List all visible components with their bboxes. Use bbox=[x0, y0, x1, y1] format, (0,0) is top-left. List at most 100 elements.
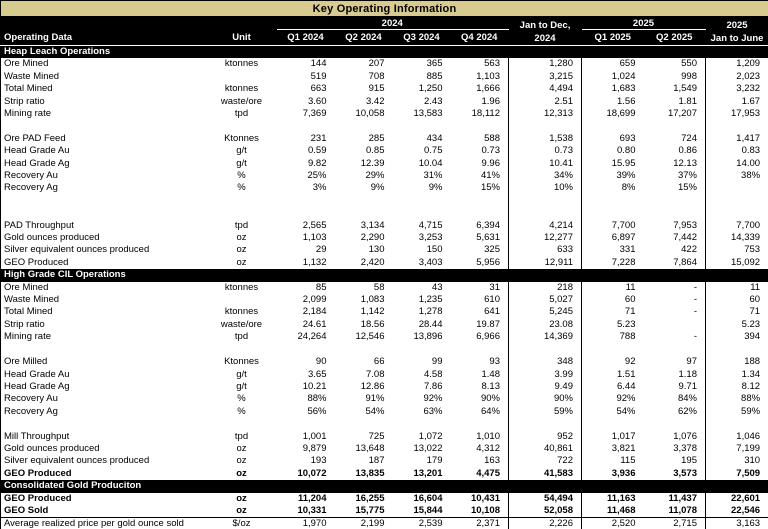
value-cell bbox=[643, 120, 706, 133]
value-cell: 12,911 bbox=[508, 256, 582, 270]
value-cell: 610 bbox=[450, 294, 509, 307]
value-cell: 13,896 bbox=[392, 331, 451, 344]
value-cell: 188 bbox=[704, 356, 768, 369]
value-cell: 2,371 bbox=[450, 517, 509, 529]
value-cell: 60 bbox=[581, 294, 644, 307]
value-cell: 16,255 bbox=[334, 492, 393, 505]
data-row: Recovery Au% 25% 29% 31% 41% 34% 39% 37% 38% bbox=[0, 170, 768, 183]
value-cell: 7,700 bbox=[704, 219, 768, 233]
data-row: Mining rate tpd 7,369 10,058 13,583 18,112 12,… bbox=[0, 108, 768, 121]
row-label: GEO Produced bbox=[0, 492, 207, 505]
value-cell: 1,046 bbox=[704, 430, 768, 443]
value-cell: 588 bbox=[450, 132, 509, 146]
value-cell: 92% bbox=[581, 393, 644, 406]
value-cell: 9.49 bbox=[508, 380, 582, 394]
data-row: Mill Throughput tpd 1,001 725 1,072 1,010 952 1… bbox=[0, 430, 768, 443]
value-cell: 92 bbox=[581, 356, 644, 369]
row-label: Strip ratio bbox=[0, 95, 207, 109]
value-cell bbox=[276, 418, 335, 431]
value-cell: 150 bbox=[392, 244, 451, 257]
value-cell: 187 bbox=[334, 455, 393, 468]
value-cell: 3,821 bbox=[581, 442, 644, 456]
value-cell: 1,683 bbox=[581, 83, 644, 96]
row-unit: oz bbox=[206, 256, 277, 270]
header-group-2024: 2024 bbox=[276, 16, 509, 30]
row-unit: oz bbox=[206, 455, 277, 468]
row-label: Recovery Ag bbox=[0, 182, 207, 195]
value-cell: 1,142 bbox=[334, 306, 393, 319]
data-row: Total Mined ktonnes 2,184 1,142 1,278 641 5,24… bbox=[0, 306, 768, 319]
row-unit: ktonnes bbox=[206, 281, 277, 295]
value-cell: 62% bbox=[643, 405, 706, 419]
value-cell: 952 bbox=[508, 430, 582, 443]
value-cell: 0.80 bbox=[581, 145, 644, 158]
value-cell: 90 bbox=[276, 356, 335, 369]
value-cell: 11 bbox=[581, 281, 644, 295]
value-cell: 3.65 bbox=[276, 368, 335, 381]
value-cell: 52,058 bbox=[508, 504, 582, 518]
row-unit bbox=[206, 70, 277, 84]
data-row: Head Grade Ag g/t 10.21 12.86 7.86 8.13 9.49 6.… bbox=[0, 380, 768, 394]
value-cell: 1,549 bbox=[643, 83, 706, 96]
value-cell: 12,546 bbox=[334, 331, 393, 344]
value-cell: - bbox=[643, 294, 706, 307]
value-cell: 7,369 bbox=[276, 108, 335, 121]
row-unit: ktonnes bbox=[206, 58, 277, 71]
value-cell: 3% bbox=[276, 182, 335, 195]
value-cell: 1.56 bbox=[581, 95, 644, 109]
row-label: Head Grade Au bbox=[0, 368, 207, 381]
row-unit: Ktonnes bbox=[206, 132, 277, 146]
data-row: GEO Sold oz 10,331 15,775 15,844 10,108 52,058… bbox=[0, 504, 768, 518]
row-unit: Ktonnes bbox=[206, 356, 277, 369]
value-cell: 1.67 bbox=[704, 95, 768, 109]
header-jan-to-dec-line2: 2024 bbox=[534, 33, 556, 44]
row-unit bbox=[206, 294, 277, 307]
value-cell: 788 bbox=[581, 331, 644, 344]
data-row: Waste Mined 519 708 885 1,103 3,215 1,024 998 2,… bbox=[0, 70, 768, 84]
value-cell: 1,103 bbox=[276, 232, 335, 245]
value-cell: 54% bbox=[334, 405, 393, 419]
value-cell: 193 bbox=[276, 455, 335, 468]
value-cell: 41,583 bbox=[508, 467, 582, 481]
value-cell bbox=[643, 207, 706, 220]
value-cell: 0.73 bbox=[450, 145, 509, 158]
section-title: High Grade CIL Operations bbox=[0, 269, 768, 282]
value-cell: 9.71 bbox=[643, 380, 706, 394]
value-cell: 3,378 bbox=[643, 442, 706, 456]
row-label: GEO Sold bbox=[0, 504, 207, 518]
row-label: PAD Throughput bbox=[0, 219, 207, 233]
row-unit: oz bbox=[206, 492, 277, 505]
value-cell: - bbox=[643, 306, 706, 319]
data-row: Ore Mined ktonnes 85 58 43 31 218 11-11 bbox=[0, 281, 768, 295]
value-cell bbox=[508, 343, 582, 357]
value-cell: 10,108 bbox=[450, 504, 509, 518]
value-cell: 93 bbox=[450, 356, 509, 369]
data-row: Total Mined ktonnes 663 915 1,250 1,666 4,494 1… bbox=[0, 83, 768, 96]
value-cell: 708 bbox=[334, 70, 393, 84]
value-cell: 633 bbox=[508, 244, 582, 257]
value-cell bbox=[581, 207, 644, 220]
value-cell: 885 bbox=[392, 70, 451, 84]
value-cell: 85 bbox=[276, 281, 335, 295]
value-cell: 2,539 bbox=[392, 517, 451, 529]
page-title: Key Operating Information bbox=[0, 0, 768, 17]
value-cell: 9% bbox=[334, 182, 393, 195]
value-cell: 1,024 bbox=[581, 70, 644, 84]
value-cell: 88% bbox=[276, 393, 335, 406]
value-cell: 331 bbox=[581, 244, 644, 257]
value-cell: 1,017 bbox=[581, 430, 644, 443]
value-cell: 10.21 bbox=[276, 380, 335, 394]
value-cell: 1,666 bbox=[450, 83, 509, 96]
row-unit: tpd bbox=[206, 108, 277, 121]
data-row: Recovery Ag% 3% 9% 9% 15% 10% 8% 15% bbox=[0, 182, 768, 195]
value-cell: 163 bbox=[450, 455, 509, 468]
value-cell: - bbox=[643, 281, 706, 295]
value-cell: 60 bbox=[704, 294, 768, 307]
value-cell: 7,700 bbox=[581, 219, 644, 233]
value-cell: 43 bbox=[392, 281, 451, 295]
header-jan-to-june-2025: 2025 Jan to June bbox=[704, 16, 768, 46]
value-cell: 71 bbox=[581, 306, 644, 319]
value-cell: 519 bbox=[276, 70, 335, 84]
value-cell: 11,204 bbox=[276, 492, 335, 505]
row-label: Recovery Au bbox=[0, 393, 207, 406]
